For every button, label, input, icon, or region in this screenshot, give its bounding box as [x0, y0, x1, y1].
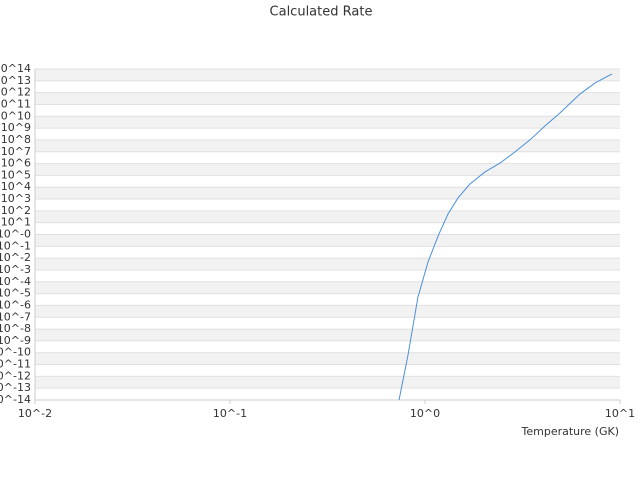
x-tick-label: 10^-1	[213, 407, 247, 420]
y-tick-label: 10^3	[1, 192, 31, 205]
grid-band	[35, 116, 620, 129]
y-tick-label: 10^10	[0, 109, 31, 122]
y-tick-label: 10^-0	[0, 228, 31, 241]
y-tick-label: 10^-9	[0, 334, 31, 347]
grid-band	[35, 234, 620, 247]
grid-band	[35, 139, 620, 152]
x-axis-label: Temperature (GK)	[521, 425, 620, 438]
y-tick-label: 10^1	[1, 216, 31, 229]
grid-band	[35, 92, 620, 105]
y-tick-label: 10^-2	[0, 251, 31, 264]
chart-title: Calculated Rate	[270, 5, 373, 20]
y-tick-label: 10^12	[0, 86, 31, 99]
y-tick-label: 10^-6	[0, 298, 31, 311]
grid-band	[35, 163, 620, 176]
x-tick-label: 10^1	[605, 407, 635, 420]
data-line	[398, 73, 613, 401]
grid-band	[35, 187, 620, 200]
y-tick-label: 10^-3	[0, 263, 31, 276]
grid-band	[35, 329, 620, 341]
y-tick-label: 10^6	[1, 157, 31, 170]
grid-band	[35, 258, 620, 270]
grid-band	[35, 376, 620, 389]
y-tick-label: 10^-13	[0, 381, 31, 394]
y-tick-label: 10^4	[1, 180, 31, 193]
grid-band	[35, 210, 620, 223]
y-tick-label: 10^-5	[0, 287, 31, 300]
grid-band	[35, 305, 620, 318]
y-tick-label: 10^9	[1, 121, 31, 134]
y-tick-label: 10^2	[1, 204, 31, 217]
grid-band	[35, 352, 620, 365]
y-tick-label: 10^14	[0, 62, 31, 75]
y-tick-label: 10^-4	[0, 275, 31, 288]
y-tick-label: 10^7	[1, 145, 31, 158]
y-tick-label: 10^-10	[0, 346, 31, 359]
x-tick-label: 10^0	[410, 407, 440, 420]
y-tick-label: 10^-1	[0, 239, 31, 252]
y-tick-label: 10^-12	[0, 369, 31, 382]
y-tick-label: 10^-14	[0, 393, 31, 406]
y-tick-label: 10^11	[0, 97, 31, 110]
y-tick-label: 10^13	[0, 74, 31, 87]
grid-band	[35, 69, 620, 81]
y-tick-label: 10^-8	[0, 322, 31, 335]
grid-band	[35, 281, 620, 294]
y-tick-label: 10^-11	[0, 358, 31, 371]
x-tick-label: 10^-2	[18, 407, 52, 420]
y-tick-label: 10^5	[1, 168, 31, 181]
y-tick-label: 10^8	[1, 133, 31, 146]
y-tick-label: 10^-7	[0, 310, 31, 323]
